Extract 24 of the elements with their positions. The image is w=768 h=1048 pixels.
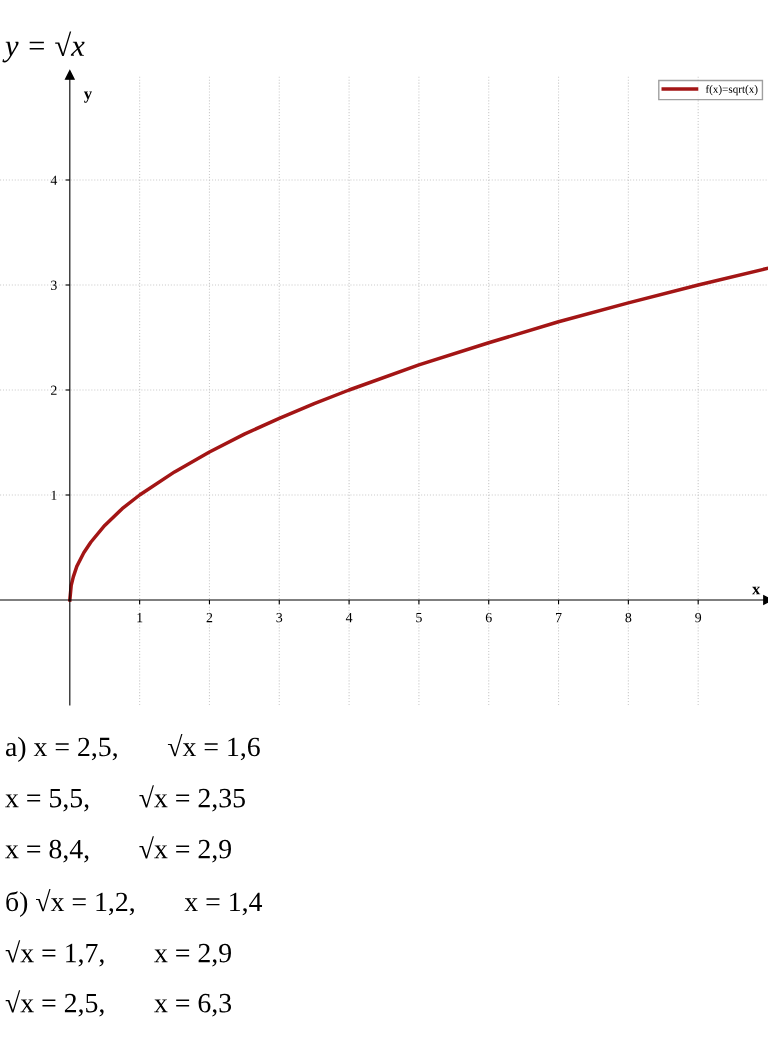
- x-tick-label: 9: [695, 612, 702, 623]
- text: x = 8,4, √x = 2,9: [5, 836, 231, 863]
- x-tick-label: 1: [137, 612, 143, 623]
- text: √x = 1,7, x = 2,9: [5, 940, 231, 967]
- y-tick-label: 4: [50, 175, 58, 185]
- x-tick-label: 4: [345, 612, 353, 623]
- text: √x = 2,5, x = 6,3: [5, 990, 232, 1017]
- x-axis-title: x: [752, 586, 761, 595]
- text: x = 5,5, √x = 2,35: [5, 785, 245, 812]
- y-tick-label: 1: [51, 490, 57, 500]
- x-tick-label: 5: [416, 613, 422, 623]
- x-tick-label: 2: [206, 612, 213, 623]
- x-tick-label: 8: [625, 612, 632, 623]
- line-series: [68, 266, 768, 602]
- x-tick-label: 7: [555, 613, 562, 623]
- text: б) √x = 1,2, x = 1,4: [6, 889, 263, 917]
- y-axis-title: y: [83, 91, 92, 103]
- x-tick-label: 3: [276, 612, 283, 623]
- x-tick-label: 6: [485, 612, 492, 623]
- y-tick-label: 2: [50, 385, 57, 395]
- chart-title: y = √x: [2, 31, 85, 63]
- legend-label: f(x)=sqrt(x): [705, 85, 758, 96]
- text: а) x = 2,5, √x = 1,6: [5, 734, 260, 762]
- y-tick-label: 3: [51, 280, 57, 290]
